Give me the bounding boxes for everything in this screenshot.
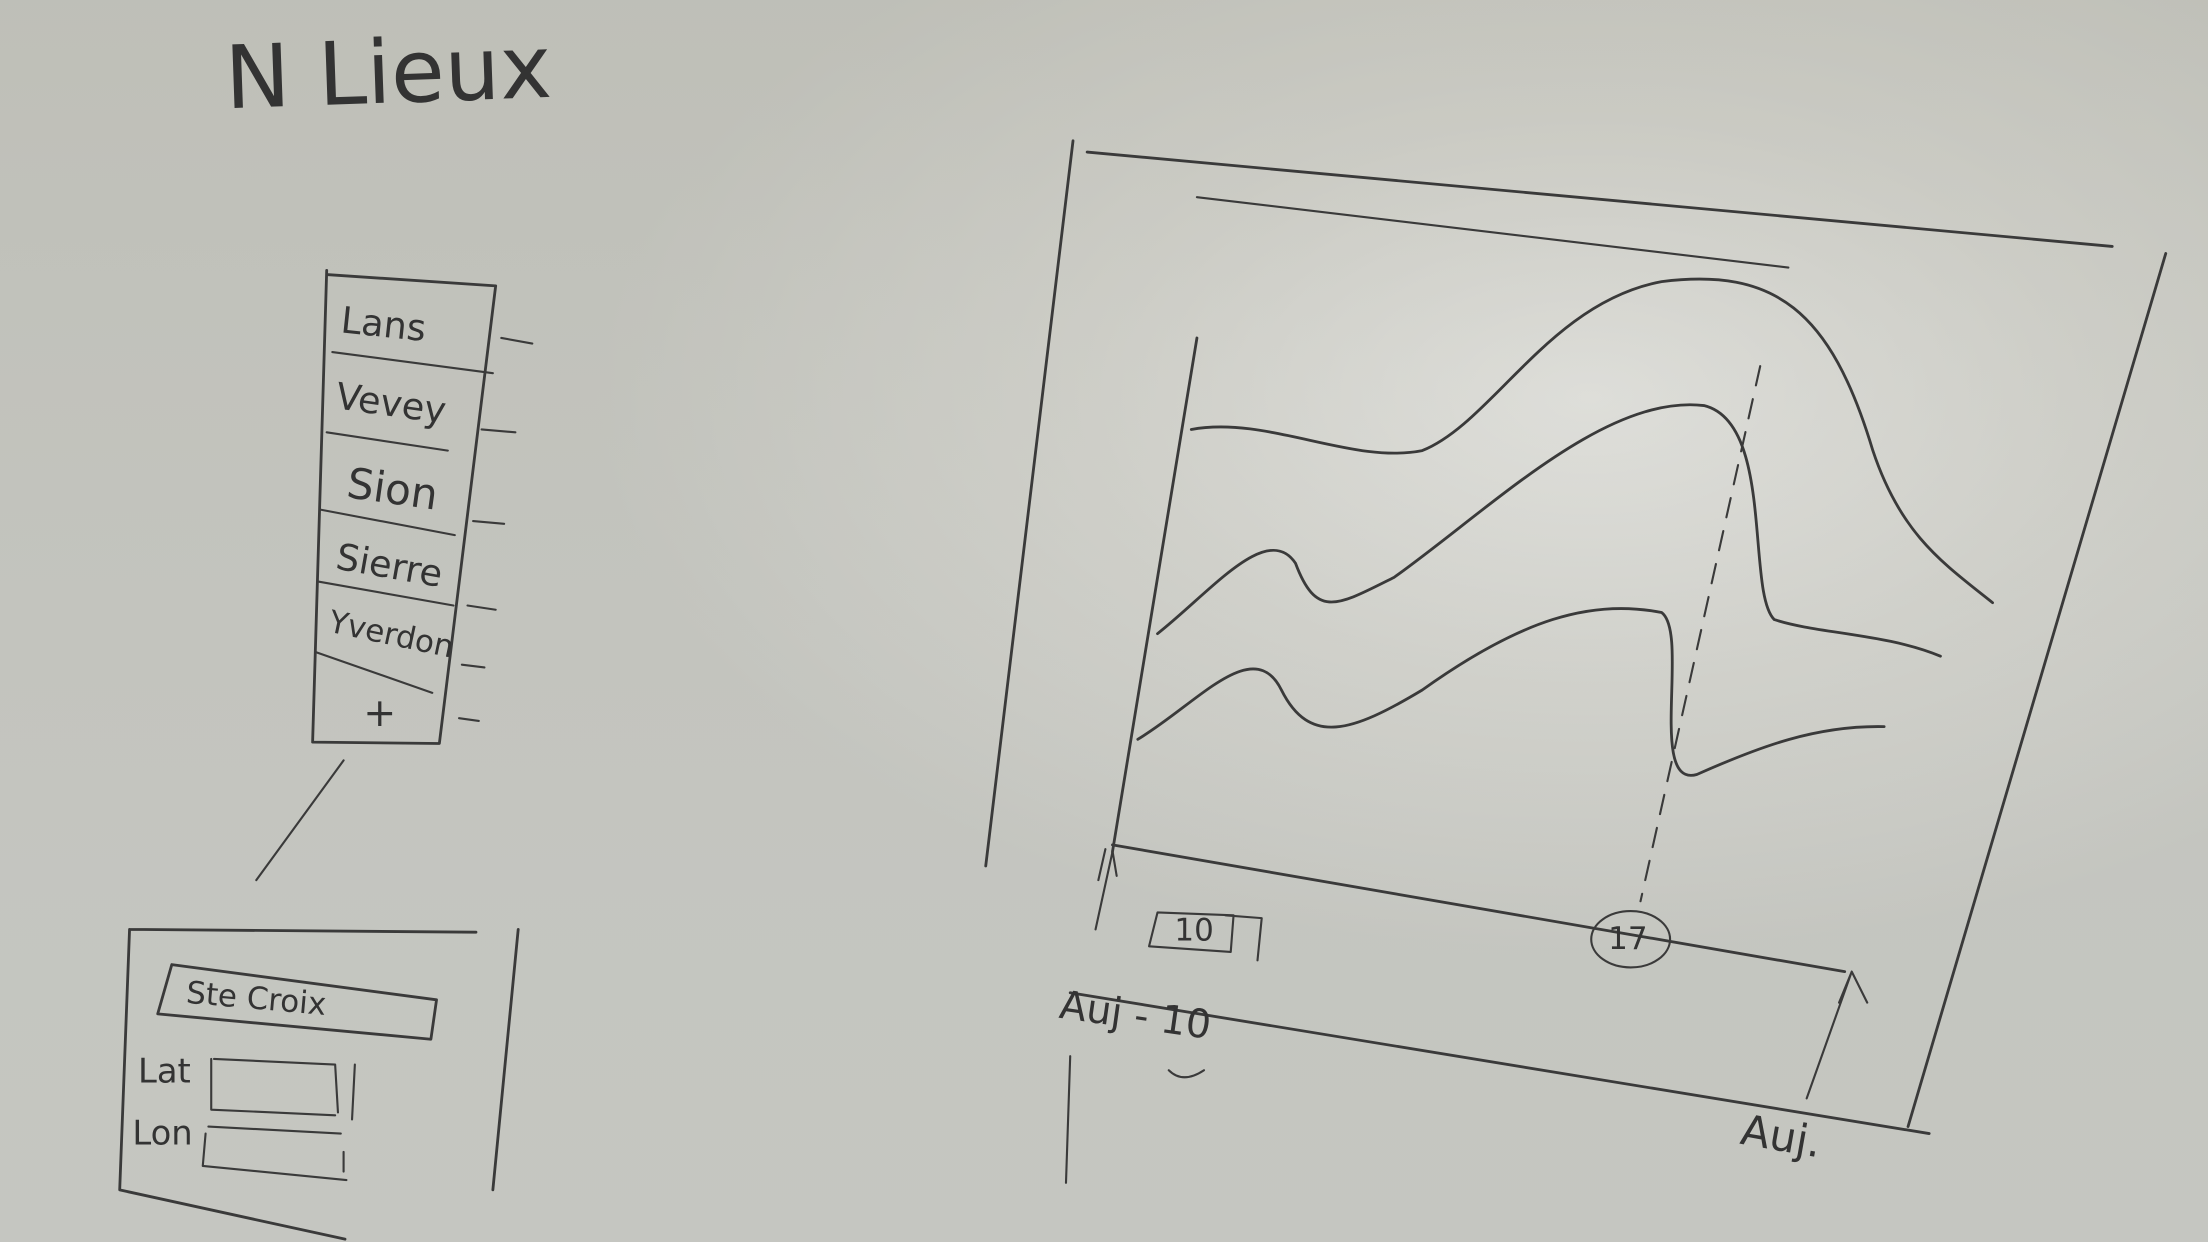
frame-inner-line xyxy=(1195,196,1790,269)
lon-input xyxy=(201,1125,348,1182)
field-label: Lon xyxy=(132,1113,192,1152)
field-label: Lat xyxy=(138,1052,191,1091)
list-separators xyxy=(314,350,494,694)
form-outline xyxy=(118,927,520,1241)
chart-sketch xyxy=(984,139,2168,1184)
name-input xyxy=(156,963,438,1041)
list-ticks xyxy=(458,336,534,723)
curve xyxy=(1136,607,1886,777)
axes xyxy=(1111,336,1847,974)
connector xyxy=(255,759,345,882)
add-button: + xyxy=(363,690,396,736)
start-arrow xyxy=(1094,848,1118,931)
spinner-box xyxy=(1148,911,1263,962)
cursor-value: 17 xyxy=(1608,921,1647,957)
lat-input xyxy=(210,1057,356,1121)
title: N Lieux xyxy=(223,16,553,129)
list-item: Lans xyxy=(339,298,428,350)
cursor-line xyxy=(1639,365,1762,903)
cursor-marker xyxy=(1590,910,1672,969)
spinner-value: 10 xyxy=(1174,913,1213,949)
curve xyxy=(1156,403,1942,658)
list-outline xyxy=(311,268,498,745)
end-arrow xyxy=(1805,970,1869,1100)
curve xyxy=(1189,277,1994,605)
start-marks xyxy=(1064,1055,1206,1184)
place-list xyxy=(311,268,534,745)
place-form xyxy=(118,927,520,1241)
chart-frame xyxy=(984,139,2168,1135)
